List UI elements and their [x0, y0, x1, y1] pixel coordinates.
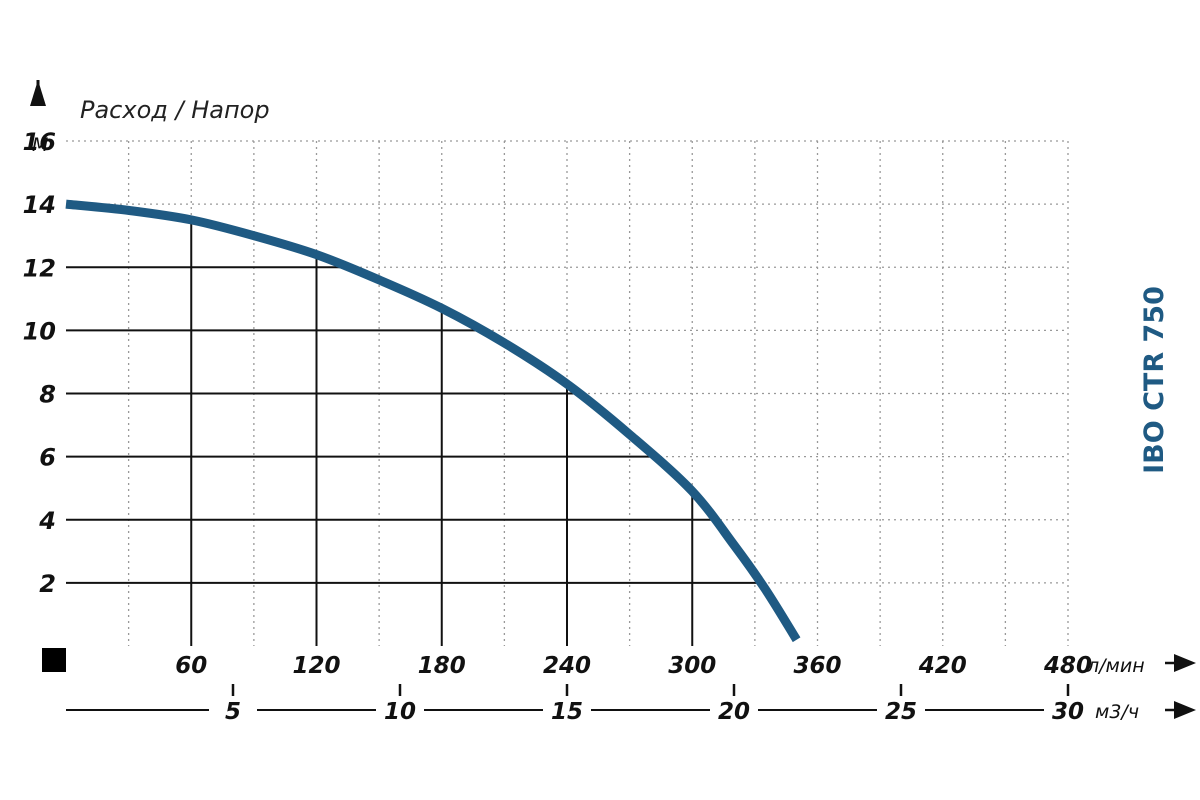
x-tick-label-lpm: 480: [1043, 653, 1092, 679]
x-tick-label-lpm: 240: [543, 653, 591, 679]
y-tick-label: 16: [23, 128, 56, 156]
y-tick-label: 6: [39, 444, 56, 472]
x-tick-label-lpm: 120: [292, 653, 340, 679]
x-tick-label-lpm: 360: [793, 653, 841, 679]
y-tick-label: 2: [39, 570, 56, 598]
y-tick-label: 4: [38, 507, 56, 535]
x-axis-unit-lpm: л/мин: [1086, 655, 1145, 677]
x-axis-arrowhead-lpm: [1174, 654, 1196, 672]
performance-curve: [65, 199, 801, 643]
origin-marker: [42, 648, 66, 672]
x-tick-label-lpm: 180: [418, 653, 466, 679]
y-tick-label: 14: [23, 191, 56, 219]
chart-title: Расход / Напор: [80, 96, 270, 124]
x-axis-unit-m3h: м3/ч: [1095, 701, 1139, 723]
performance-curve-group: [65, 199, 801, 643]
x-tick-label-lpm: 420: [918, 653, 967, 679]
axes: 2 4 6 8 10 12 14 16М 60 120 180 240 300 360 420 480л/ми…: [23, 80, 1196, 725]
model-label: IBO CTR 750: [1139, 286, 1170, 474]
grid: [66, 140, 1069, 646]
y-tick-label: 10: [23, 317, 56, 345]
y-tick-label: 8: [39, 381, 56, 409]
x-axis-arrowhead-m3h: [1174, 701, 1196, 719]
x-tick-label-lpm: 300: [668, 653, 716, 679]
y-axis-unit: М: [32, 134, 48, 156]
value-guide-lines: [66, 219, 761, 646]
x-tick-label-m3h: 5: [225, 699, 241, 725]
x-tick-label-m3h: 25: [885, 699, 917, 725]
x-tick-label-m3h: 30: [1052, 699, 1084, 725]
y-tick-label: 12: [23, 254, 56, 282]
x-tick-label-m3h: 10: [384, 699, 416, 725]
x-tick-label-m3h: 15: [551, 699, 583, 725]
y-axis-arrowhead: [30, 80, 46, 106]
x-tick-label-m3h: 20: [718, 699, 750, 725]
x-tick-label-lpm: 60: [175, 653, 207, 679]
